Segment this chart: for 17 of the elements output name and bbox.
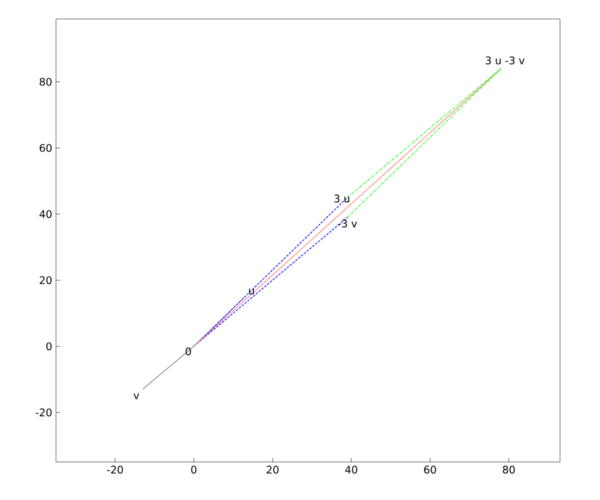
- y-tick-label: 80: [40, 78, 52, 86]
- y-tick-label: 40: [40, 210, 52, 218]
- annotation: 3 u -3 v: [486, 56, 525, 64]
- y-tick-label: -20: [36, 408, 52, 416]
- annotation: 3 u: [334, 194, 350, 202]
- x-tick-label: 80: [502, 466, 515, 474]
- x-tick-label: 60: [424, 466, 436, 474]
- annotation: -3 v: [338, 220, 358, 228]
- x-tick-label: 40: [345, 466, 358, 474]
- annotation: v: [134, 393, 140, 400]
- x-tick-label: -20: [107, 466, 123, 474]
- x-tick-label: 20: [266, 466, 279, 474]
- y-tick-label: 20: [40, 276, 52, 284]
- y-tick-label: 0: [46, 342, 52, 350]
- y-tick-label: 60: [40, 144, 52, 152]
- annotation: u: [249, 288, 254, 294]
- x-tick-label: 0: [191, 466, 196, 474]
